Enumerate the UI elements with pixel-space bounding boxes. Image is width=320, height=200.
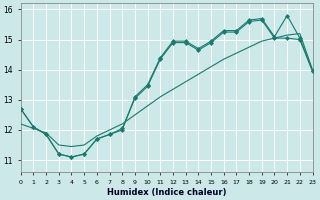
- X-axis label: Humidex (Indice chaleur): Humidex (Indice chaleur): [107, 188, 226, 197]
